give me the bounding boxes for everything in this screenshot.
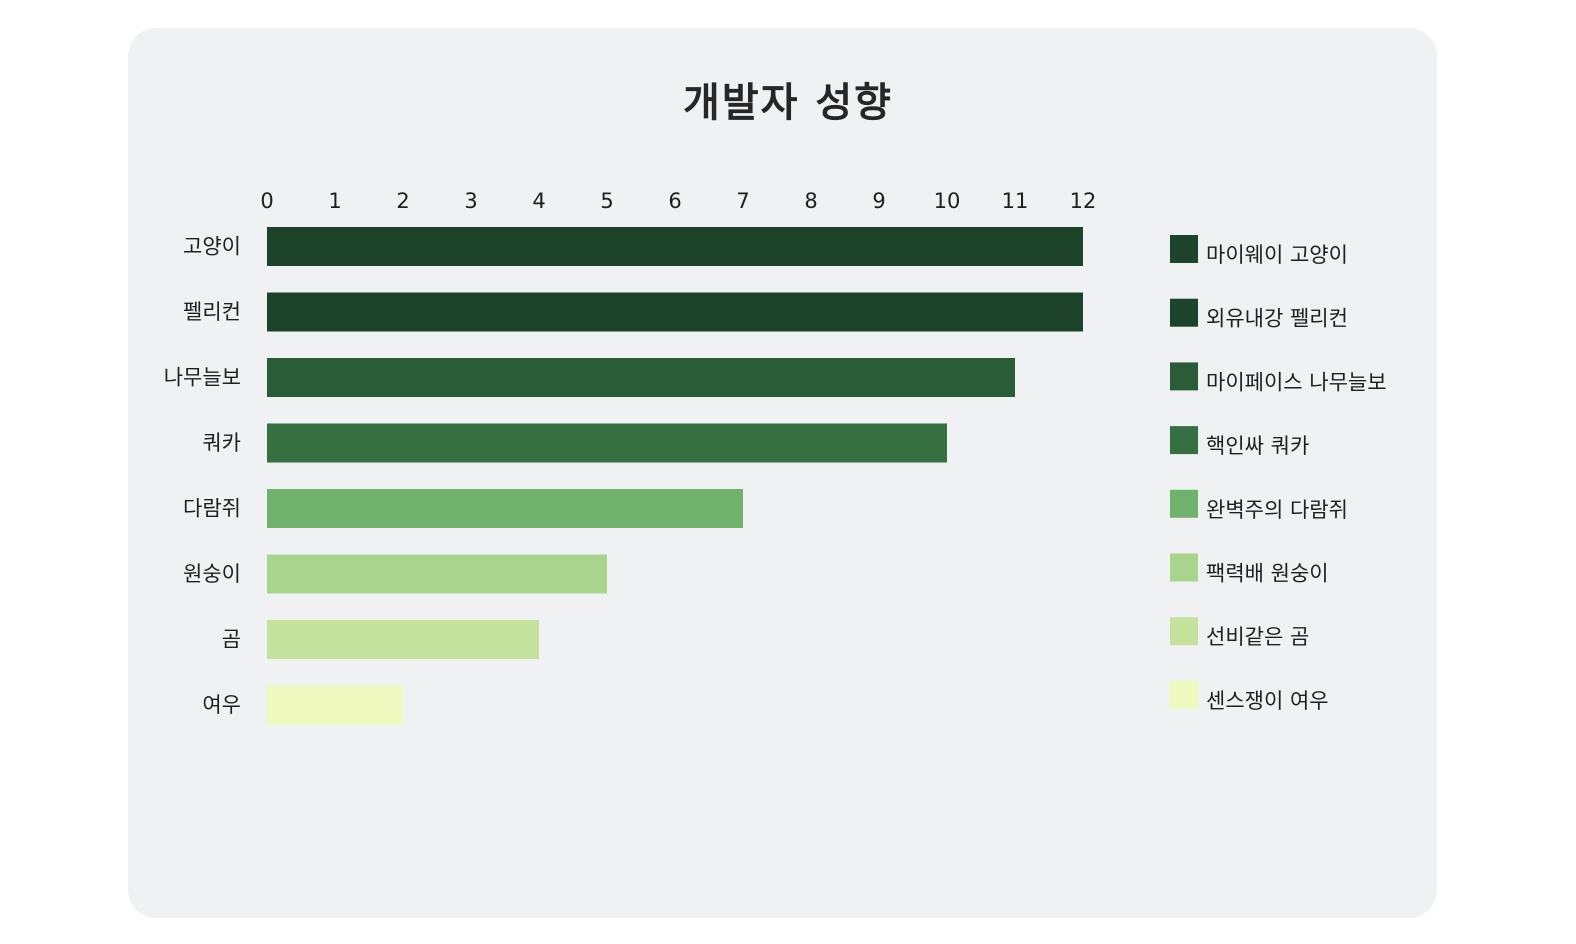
legend-swatch	[1170, 617, 1198, 646]
category-label: 나무늘보	[164, 366, 241, 390]
legend-swatch	[1170, 489, 1198, 518]
legend-swatch	[1170, 553, 1198, 582]
legend-label: 마이웨이 고양이	[1206, 243, 1348, 267]
x-tick-label: 9	[872, 189, 885, 213]
bar	[267, 358, 1015, 397]
x-tick-label: 7	[736, 189, 749, 213]
category-label: 곰	[222, 628, 241, 652]
legend-swatch	[1170, 298, 1198, 327]
bar	[267, 554, 607, 594]
category-label: 여우	[202, 693, 241, 717]
bar	[267, 489, 743, 528]
legend-label: 선비같은 곰	[1206, 625, 1309, 649]
legend-label: 핵인싸 쿼카	[1206, 434, 1309, 458]
x-tick-label: 0	[260, 189, 273, 213]
x-tick-label: 2	[396, 189, 409, 213]
x-tick-label: 3	[464, 189, 477, 213]
legend-label: 팩력배 원숭이	[1206, 562, 1329, 586]
x-tick-label: 12	[1070, 189, 1097, 213]
bar	[267, 227, 1083, 266]
legend-label: 마이페이스 나무늘보	[1206, 370, 1387, 394]
bar	[267, 423, 947, 463]
x-tick-label: 8	[804, 189, 817, 213]
x-tick-label: 10	[934, 189, 961, 213]
x-tick-label: 5	[600, 189, 613, 213]
chart-card	[128, 28, 1437, 918]
legend-swatch	[1170, 680, 1198, 709]
chart-title: 개발자 성향	[683, 80, 893, 126]
legend-swatch	[1170, 235, 1198, 263]
category-label: 다람쥐	[183, 497, 241, 521]
category-label: 원숭이	[183, 562, 241, 586]
x-tick-label: 4	[532, 189, 545, 213]
bar	[267, 620, 539, 659]
legend-label: 센스쟁이 여우	[1206, 689, 1329, 713]
bar	[267, 292, 1083, 332]
x-tick-label: 6	[668, 189, 681, 213]
category-label: 쿼카	[202, 431, 241, 455]
x-tick-label: 11	[1002, 189, 1029, 213]
legend-label: 외유내강 펠리컨	[1206, 307, 1348, 331]
category-label: 고양이	[183, 235, 241, 259]
category-label: 펠리컨	[183, 300, 241, 324]
legend-swatch	[1170, 426, 1198, 455]
x-tick-label: 1	[328, 189, 341, 213]
legend-label: 완벽주의 다람쥐	[1206, 498, 1348, 522]
bar	[267, 685, 403, 725]
legend-swatch	[1170, 362, 1198, 391]
